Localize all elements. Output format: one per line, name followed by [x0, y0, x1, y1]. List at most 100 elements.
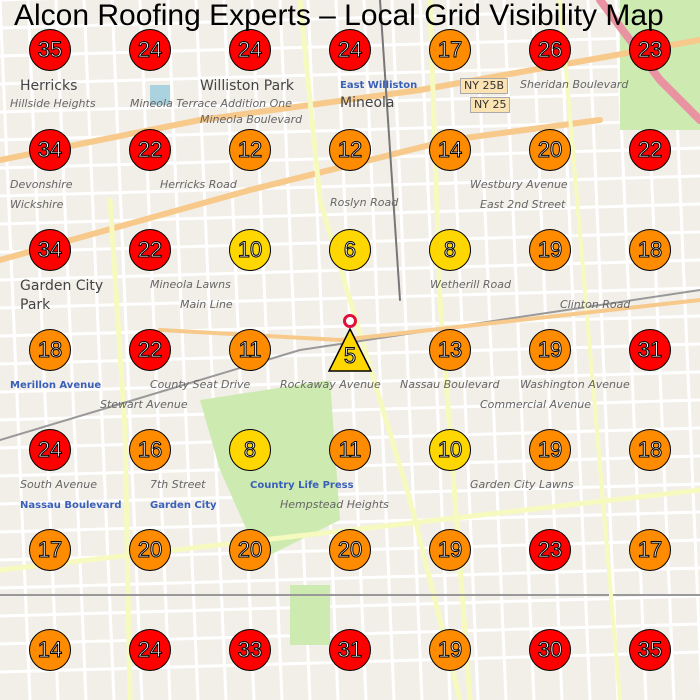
- rank-marker[interactable]: 24: [129, 629, 171, 671]
- map-label: Merillon Avenue: [10, 380, 102, 391]
- map-label: South Avenue: [20, 478, 97, 491]
- map-label: County Seat Drive: [150, 378, 251, 391]
- rank-marker[interactable]: 14: [29, 629, 71, 671]
- rank-value: 20: [237, 537, 263, 562]
- map-label: NY 25: [470, 97, 511, 113]
- map-label: Herricks: [20, 78, 78, 94]
- rank-value: 24: [137, 637, 163, 662]
- rank-value: 22: [137, 137, 163, 162]
- rank-marker[interactable]: 34: [29, 129, 71, 171]
- rank-value: 13: [437, 337, 463, 362]
- rank-marker[interactable]: 30: [529, 629, 571, 671]
- rank-marker[interactable]: 20: [129, 529, 171, 571]
- rank-marker[interactable]: 20: [529, 129, 571, 171]
- rank-marker[interactable]: 6: [329, 229, 371, 271]
- map-label: Hillside Heights: [10, 97, 96, 110]
- rank-value: 14: [437, 137, 463, 162]
- rank-marker[interactable]: 23: [629, 29, 671, 71]
- rank-value: 18: [637, 237, 663, 262]
- rank-value: 10: [237, 237, 263, 262]
- rank-value: 19: [537, 437, 563, 462]
- rank-marker[interactable]: 35: [629, 629, 671, 671]
- rank-marker[interactable]: 22: [629, 129, 671, 171]
- map-label: East 2nd Street: [480, 198, 566, 211]
- rank-value: 12: [237, 137, 263, 162]
- rank-value: 17: [437, 37, 463, 62]
- rank-marker[interactable]: 19: [529, 329, 571, 371]
- rank-value: 17: [637, 537, 663, 562]
- rank-value: 17: [37, 537, 63, 562]
- rank-marker[interactable]: 14: [429, 129, 471, 171]
- triangle-icon: [328, 328, 372, 372]
- rank-value: 30: [537, 637, 563, 662]
- map-label: Main Line: [180, 298, 233, 311]
- rank-marker[interactable]: 20: [229, 529, 271, 571]
- rank-marker[interactable]: 17: [29, 529, 71, 571]
- rank-marker[interactable]: 31: [629, 329, 671, 371]
- rank-value: 19: [437, 537, 463, 562]
- rank-marker[interactable]: 22: [129, 329, 171, 371]
- map-label: Nassau Boulevard: [400, 378, 500, 391]
- rank-marker[interactable]: 34: [29, 229, 71, 271]
- rank-value: 19: [537, 337, 563, 362]
- map-label: Rockaway Avenue: [280, 378, 381, 391]
- business-rank-marker[interactable]: 5: [328, 328, 372, 372]
- rank-value: 20: [337, 537, 363, 562]
- rank-value: 35: [37, 37, 63, 62]
- map-label: Hempstead Heights: [280, 498, 389, 511]
- rank-value: 34: [37, 137, 63, 162]
- rank-value: 18: [637, 437, 663, 462]
- map-label: Garden City Lawns: [470, 478, 574, 491]
- rank-value: 8: [443, 237, 457, 262]
- rank-marker[interactable]: 22: [129, 129, 171, 171]
- rank-marker[interactable]: 24: [329, 29, 371, 71]
- rank-marker[interactable]: 20: [329, 529, 371, 571]
- rank-marker[interactable]: 17: [429, 29, 471, 71]
- rank-marker[interactable]: 11: [329, 429, 371, 471]
- rank-marker[interactable]: 18: [629, 429, 671, 471]
- rank-marker[interactable]: 24: [129, 29, 171, 71]
- rank-marker[interactable]: 13: [429, 329, 471, 371]
- rank-marker[interactable]: 18: [29, 329, 71, 371]
- rank-value: 11: [238, 337, 262, 362]
- rank-marker[interactable]: 24: [229, 29, 271, 71]
- rank-marker[interactable]: 19: [429, 529, 471, 571]
- rank-value: 24: [137, 37, 163, 62]
- map-label: Mineola Terrace Addition One: [130, 97, 293, 110]
- rank-marker[interactable]: 12: [329, 129, 371, 171]
- rank-marker[interactable]: 17: [629, 529, 671, 571]
- rank-marker[interactable]: 33: [229, 629, 271, 671]
- rank-marker[interactable]: 19: [429, 629, 471, 671]
- rank-marker[interactable]: 19: [529, 229, 571, 271]
- rank-marker[interactable]: 8: [229, 429, 271, 471]
- rank-marker[interactable]: 23: [529, 529, 571, 571]
- rank-value: 22: [137, 337, 163, 362]
- rank-value: 6: [343, 237, 357, 262]
- map-label: Sheridan Boulevard: [520, 78, 629, 91]
- map-label: Wetherill Road: [430, 278, 511, 291]
- location-pin-icon[interactable]: [343, 314, 357, 328]
- map-label: Westbury Avenue: [470, 178, 568, 191]
- map-label: Wickshire: [10, 198, 64, 211]
- rank-marker[interactable]: 22: [129, 229, 171, 271]
- rank-marker[interactable]: 12: [229, 129, 271, 171]
- rank-marker[interactable]: 18: [629, 229, 671, 271]
- rank-value: 19: [537, 237, 563, 262]
- rank-value: 8: [243, 437, 257, 462]
- rank-marker[interactable]: 26: [529, 29, 571, 71]
- rank-marker[interactable]: 16: [129, 429, 171, 471]
- rank-marker[interactable]: 35: [29, 29, 71, 71]
- map-label: Commercial Avenue: [480, 398, 592, 411]
- rank-marker[interactable]: 10: [229, 229, 271, 271]
- rank-marker[interactable]: 31: [329, 629, 371, 671]
- rank-value: 24: [237, 37, 263, 62]
- rank-marker[interactable]: 24: [29, 429, 71, 471]
- map-label: Devonshire: [10, 178, 73, 191]
- rank-marker[interactable]: 19: [529, 429, 571, 471]
- rank-marker[interactable]: 11: [229, 329, 271, 371]
- rank-value: 19: [437, 637, 463, 662]
- rank-marker[interactable]: 8: [429, 229, 471, 271]
- rank-marker[interactable]: 10: [429, 429, 471, 471]
- rank-value: 18: [37, 337, 63, 362]
- map-label: Nassau Boulevard: [20, 500, 122, 511]
